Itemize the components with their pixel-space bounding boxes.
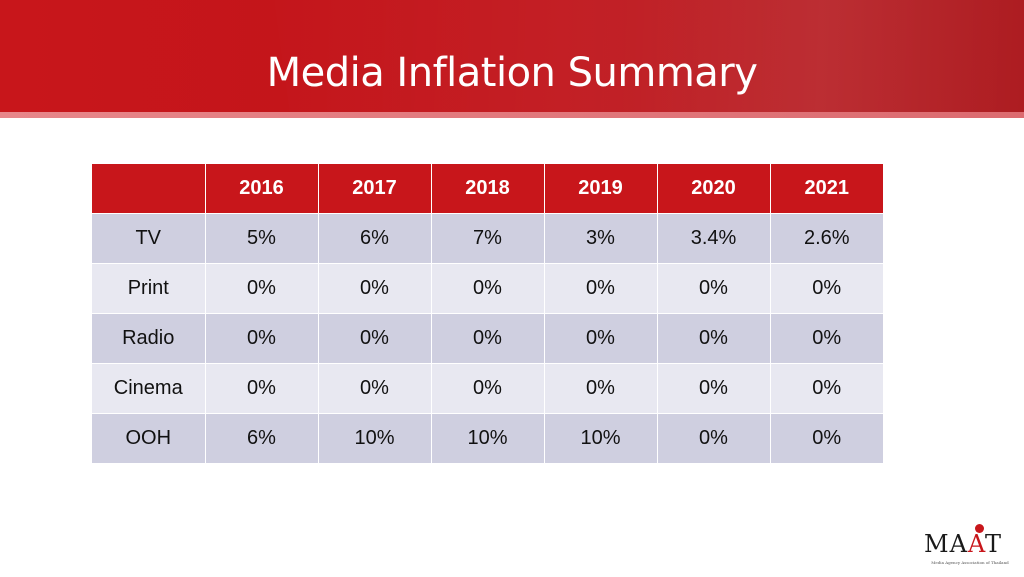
header-stripe — [0, 112, 1024, 118]
year-header: 2020 — [657, 164, 771, 214]
table-cell: 6% — [318, 213, 432, 264]
row-label: OOH — [92, 413, 206, 464]
year-header: 2017 — [318, 164, 432, 214]
table-row: Radio 0% 0% 0% 0% 0% 0% — [92, 313, 883, 364]
table-cell: 0% — [431, 263, 545, 314]
table-cell: 0% — [431, 363, 545, 414]
inflation-table: 2016 2017 2018 2019 2020 2021 TV 5% 6% 7… — [92, 164, 883, 464]
table-cell: 0% — [770, 413, 883, 464]
table-cell: 0% — [544, 313, 658, 364]
table-cell: 0% — [205, 313, 319, 364]
logo-wordmark: MAAT — [924, 530, 1016, 558]
table-cell: 5% — [205, 213, 319, 264]
logo-dot-icon — [975, 524, 984, 533]
maat-logo: MAAT Media Agency Association of Thailan… — [924, 524, 1016, 572]
table-cell: 2.6% — [770, 213, 883, 264]
table-cell: 0% — [770, 363, 883, 414]
logo-text-red: A — [967, 530, 985, 558]
table-row: TV 5% 6% 7% 3% 3.4% 2.6% — [92, 213, 883, 264]
table-cell: 0% — [657, 263, 771, 314]
table-cell: 0% — [544, 363, 658, 414]
year-header: 2019 — [544, 164, 658, 214]
row-label: TV — [92, 213, 206, 264]
table-header-row: 2016 2017 2018 2019 2020 2021 — [92, 164, 883, 214]
table-row: Print 0% 0% 0% 0% 0% 0% — [92, 263, 883, 314]
table-cell: 0% — [318, 263, 432, 314]
logo-text-right: T — [984, 530, 1002, 558]
table-cell: 10% — [544, 413, 658, 464]
table-cell: 0% — [544, 263, 658, 314]
table-cell: 3.4% — [657, 213, 771, 264]
table-cell: 0% — [770, 263, 883, 314]
row-label: Radio — [92, 313, 206, 364]
logo-text-left: MA — [924, 530, 968, 558]
year-header: 2016 — [205, 164, 319, 214]
table-row: OOH 6% 10% 10% 10% 0% 0% — [92, 413, 883, 464]
row-label: Cinema — [92, 363, 206, 414]
table-cell: 10% — [431, 413, 545, 464]
logo-tagline: Media Agency Association of Thailand — [931, 560, 1009, 565]
table-cell: 0% — [770, 313, 883, 364]
table-corner-cell — [92, 164, 206, 214]
row-label: Print — [92, 263, 206, 314]
table-cell: 0% — [657, 363, 771, 414]
table-cell: 0% — [318, 313, 432, 364]
table-row: Cinema 0% 0% 0% 0% 0% 0% — [92, 363, 883, 414]
table-cell: 7% — [431, 213, 545, 264]
table-cell: 10% — [318, 413, 432, 464]
table-cell: 0% — [318, 363, 432, 414]
table-cell: 0% — [205, 263, 319, 314]
table-cell: 6% — [205, 413, 319, 464]
slide-title: Media Inflation Summary — [266, 50, 758, 96]
slide-header: Media Inflation Summary — [0, 0, 1024, 112]
year-header: 2018 — [431, 164, 545, 214]
table-cell: 0% — [657, 313, 771, 364]
year-header: 2021 — [770, 164, 883, 214]
table-cell: 3% — [544, 213, 658, 264]
table-cell: 0% — [657, 413, 771, 464]
table-cell: 0% — [431, 313, 545, 364]
table-cell: 0% — [205, 363, 319, 414]
